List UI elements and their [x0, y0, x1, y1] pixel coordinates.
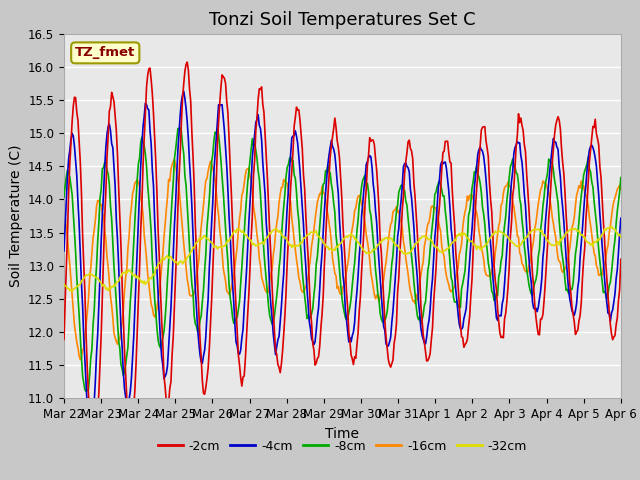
Y-axis label: Soil Temperature (C): Soil Temperature (C)	[8, 145, 22, 287]
Text: TZ_fmet: TZ_fmet	[75, 47, 136, 60]
Title: Tonzi Soil Temperatures Set C: Tonzi Soil Temperatures Set C	[209, 11, 476, 29]
X-axis label: Time: Time	[325, 427, 360, 441]
Legend: -2cm, -4cm, -8cm, -16cm, -32cm: -2cm, -4cm, -8cm, -16cm, -32cm	[152, 435, 532, 458]
